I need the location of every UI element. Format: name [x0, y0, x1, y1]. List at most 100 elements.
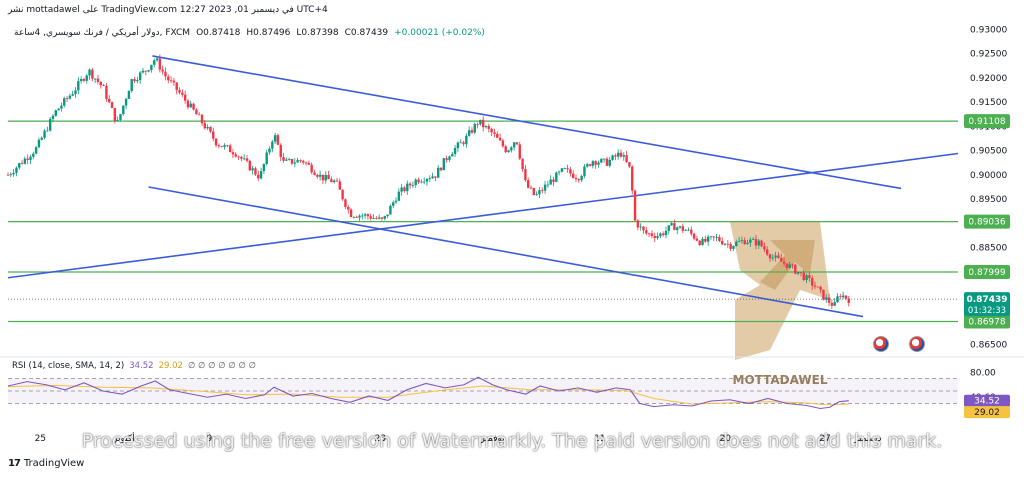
- price-tick-label: 0.90000: [970, 171, 1007, 181]
- tradingview-name: TradingView: [23, 458, 85, 469]
- candle-body: [484, 126, 488, 128]
- ohlc-low: L0.87398: [296, 28, 339, 38]
- candle-body: [12, 172, 15, 175]
- candle-body: [40, 137, 43, 140]
- candle-body: [206, 127, 209, 129]
- tv-logo-icon: 17: [8, 458, 21, 469]
- candle-body: [164, 71, 167, 77]
- candle-body: [723, 243, 727, 245]
- candle-body: [676, 227, 679, 231]
- candle-body: [79, 79, 83, 82]
- candle-body: [408, 183, 412, 186]
- publisher-line: نشر mottadawel على TradingView.com 12:27…: [8, 5, 328, 15]
- candle-body: [332, 180, 336, 183]
- candle-body: [538, 190, 541, 195]
- candle-body: [678, 226, 682, 228]
- candle-body: [203, 123, 207, 129]
- candle-body: [673, 223, 676, 231]
- candle-body: [209, 127, 212, 132]
- candle-body: [605, 158, 609, 166]
- candle-body: [757, 240, 760, 246]
- candle-body: [88, 69, 91, 76]
- candle-body: [729, 244, 732, 249]
- candle-body: [549, 179, 552, 185]
- candle-body: [774, 255, 777, 258]
- candle-body: [313, 172, 316, 175]
- candle-body: [397, 191, 401, 201]
- candle-body: [316, 174, 319, 177]
- candle-body: [63, 98, 66, 106]
- candle-body: [684, 230, 687, 232]
- candle-body: [302, 160, 305, 163]
- candle-body: [487, 126, 491, 129]
- candle-body: [501, 140, 505, 147]
- candle-body: [226, 145, 229, 147]
- candle-body: [71, 94, 74, 96]
- candle-body: [287, 158, 291, 160]
- candle-body: [136, 80, 139, 82]
- candle-body: [841, 295, 845, 298]
- candle-body: [706, 236, 710, 242]
- candle-body: [597, 162, 600, 165]
- us-flag-icon[interactable]: [873, 336, 889, 352]
- candle-body: [507, 150, 510, 153]
- candle-body: [422, 181, 426, 183]
- candle-body: [327, 174, 330, 180]
- candle-body: [375, 217, 378, 219]
- candle-body: [358, 215, 361, 218]
- candle-body: [712, 236, 715, 238]
- candle-body: [557, 171, 561, 173]
- candle-body: [26, 158, 29, 160]
- candle-body: [310, 164, 313, 173]
- candle-body: [380, 217, 384, 219]
- us-flag-icon[interactable]: [909, 336, 925, 352]
- candle-body: [737, 241, 741, 242]
- candle-body: [442, 158, 446, 171]
- trendline: [148, 186, 864, 318]
- candle-body: [437, 167, 440, 178]
- candle-body: [782, 261, 786, 264]
- candle-body: [560, 168, 564, 172]
- rsi-sma-tag: [964, 406, 1010, 419]
- candle-body: [344, 199, 347, 208]
- candle-body: [178, 90, 181, 93]
- candle-body: [383, 216, 386, 219]
- time-tick-label: 11: [594, 434, 605, 444]
- candle-body: [788, 264, 791, 268]
- candle-body: [754, 238, 758, 246]
- candle-body: [816, 286, 820, 288]
- candle-body: [448, 156, 451, 160]
- candle-body: [611, 155, 614, 160]
- time-tick-label: نوفمبر: [479, 434, 504, 444]
- candle-body: [268, 148, 271, 153]
- rsi-value: 34.52: [129, 361, 154, 371]
- price-tick-label: 0.92500: [970, 50, 1007, 60]
- rsi-extra: ∅ ∅ ∅ ∅ ∅ ∅ ∅: [187, 361, 256, 371]
- time-axis[interactable]: 25 أكتوبر 9 23 نوفمبر 11 20 27 ديسمبر: [35, 432, 882, 444]
- tradingview-brand[interactable]: 17 TradingView: [8, 458, 84, 469]
- current-price-label: 0.87439: [967, 295, 1008, 305]
- candle-body: [60, 105, 63, 109]
- candle-body: [602, 158, 606, 160]
- candle-body: [810, 278, 814, 286]
- candle-body: [580, 175, 583, 181]
- rsi-value-tag-label: 34.52: [974, 397, 1000, 407]
- candle-body: [231, 152, 235, 155]
- candle-body: [6, 174, 10, 176]
- candle-body: [543, 184, 547, 191]
- candle-body: [425, 179, 429, 182]
- candle-body: [99, 81, 102, 86]
- mottadawel-watermark-logo: MOTTADAWEL: [730, 222, 830, 387]
- candle-body: [296, 160, 299, 163]
- candle-body: [830, 302, 834, 306]
- price-tick-label: 0.93000: [970, 25, 1007, 35]
- candle-body: [639, 226, 642, 228]
- candle-body: [279, 144, 282, 158]
- candle-body: [93, 78, 97, 80]
- candle-body: [493, 132, 496, 135]
- price-axis[interactable]: 0.930000.925000.920000.915000.910000.905…: [964, 25, 1010, 419]
- candle-body: [633, 190, 637, 221]
- level-price-label: 0.91108: [968, 117, 1005, 127]
- candle-body: [335, 180, 339, 182]
